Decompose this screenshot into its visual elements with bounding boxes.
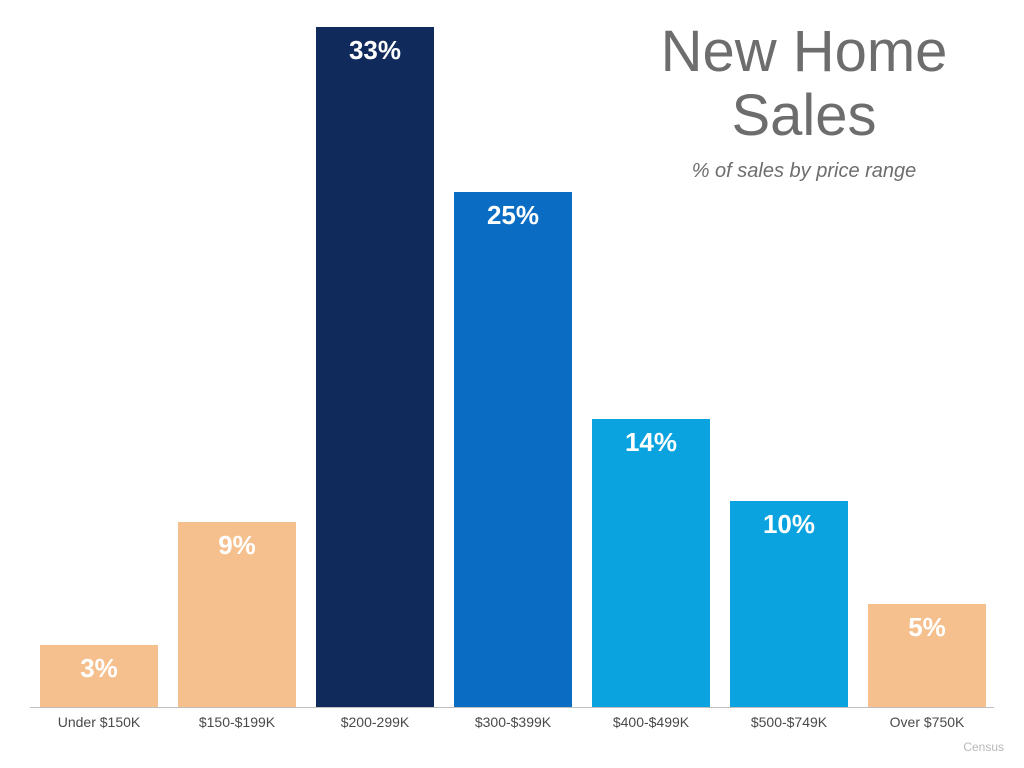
bar: 3% [40,645,158,707]
bar: 5% [868,604,986,707]
bar: 14% [592,419,710,707]
title-line2: Sales [614,84,994,148]
bar-value-label: 33% [316,35,434,66]
bar-value-label: 5% [868,612,986,643]
bar-value-label: 14% [592,427,710,458]
bar: 9% [178,522,296,707]
bar: 25% [454,192,572,707]
title-block: New Home Sales % of sales by price range [614,20,994,183]
x-axis-label: $200-299K [306,714,444,730]
x-axis-label: $500-$749K [720,714,858,730]
bar-value-label: 9% [178,530,296,561]
title-line1: New Home [614,20,994,84]
source-label: Census [963,740,1004,754]
x-axis-label: Under $150K [30,714,168,730]
chart-container: New Home Sales % of sales by price range… [0,0,1024,768]
x-axis-label: $150-$199K [168,714,306,730]
x-axis-label: Over $750K [858,714,996,730]
x-axis-labels: Under $150K$150-$199K$200-299K$300-$399K… [30,714,994,738]
bar: 10% [730,501,848,707]
bar-value-label: 25% [454,200,572,231]
subtitle: % of sales by price range [614,160,994,183]
bar-value-label: 10% [730,509,848,540]
x-axis-label: $400-$499K [582,714,720,730]
bar-value-label: 3% [40,653,158,684]
bar: 33% [316,27,434,707]
x-axis-label: $300-$399K [444,714,582,730]
